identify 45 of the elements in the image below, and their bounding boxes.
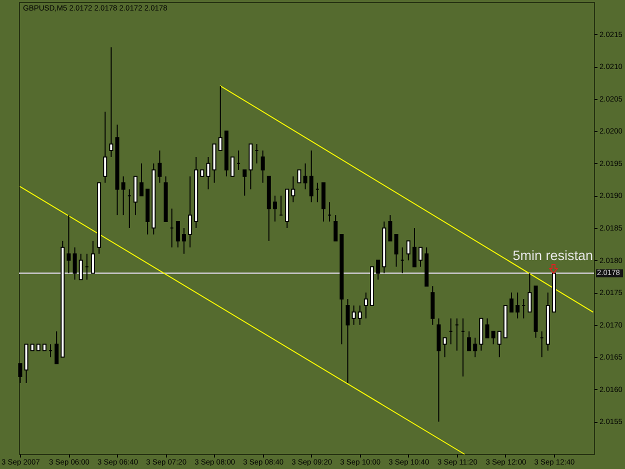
candlestick bbox=[388, 214, 392, 242]
candlestick bbox=[121, 176, 126, 216]
candlestick bbox=[54, 330, 59, 364]
candlestick bbox=[376, 260, 380, 280]
candlestick bbox=[242, 169, 247, 196]
candlestick bbox=[485, 318, 490, 338]
candlestick bbox=[467, 330, 472, 352]
candlestick bbox=[66, 214, 71, 274]
candlestick bbox=[412, 228, 416, 268]
candlestick bbox=[78, 253, 83, 280]
candlestick bbox=[72, 246, 77, 280]
candlestick bbox=[358, 304, 362, 326]
candlestick bbox=[497, 330, 502, 358]
candlestick bbox=[473, 337, 478, 358]
candlestick bbox=[297, 169, 302, 184]
candlestick bbox=[230, 156, 234, 177]
candlestick bbox=[418, 246, 423, 268]
candlestick bbox=[218, 85, 222, 152]
candlestick bbox=[528, 272, 532, 312]
candlestick bbox=[109, 46, 114, 158]
candlestick bbox=[334, 214, 338, 242]
candlestick bbox=[406, 240, 410, 261]
candlestick bbox=[394, 234, 398, 268]
candlestick bbox=[303, 162, 308, 190]
candlestick bbox=[182, 228, 186, 254]
candlestick bbox=[18, 363, 22, 384]
candlestick bbox=[309, 150, 314, 203]
candlestick bbox=[158, 150, 162, 184]
candlestick bbox=[140, 162, 144, 196]
candlestick bbox=[176, 221, 180, 248]
candlestick bbox=[206, 156, 210, 190]
candlestick bbox=[188, 176, 192, 248]
candlestick bbox=[346, 298, 350, 384]
candlestick bbox=[516, 292, 520, 319]
candlestick bbox=[291, 176, 296, 203]
candlestick bbox=[91, 240, 95, 274]
candlestick bbox=[510, 292, 514, 312]
candlestick bbox=[272, 195, 277, 222]
candlestick bbox=[442, 337, 447, 358]
candlestick bbox=[491, 330, 496, 345]
candlestick bbox=[103, 111, 108, 184]
candlestick bbox=[352, 304, 356, 326]
candlestick bbox=[364, 292, 368, 319]
annotation: 5min resistan bbox=[512, 248, 593, 263]
candlestick bbox=[260, 150, 265, 184]
